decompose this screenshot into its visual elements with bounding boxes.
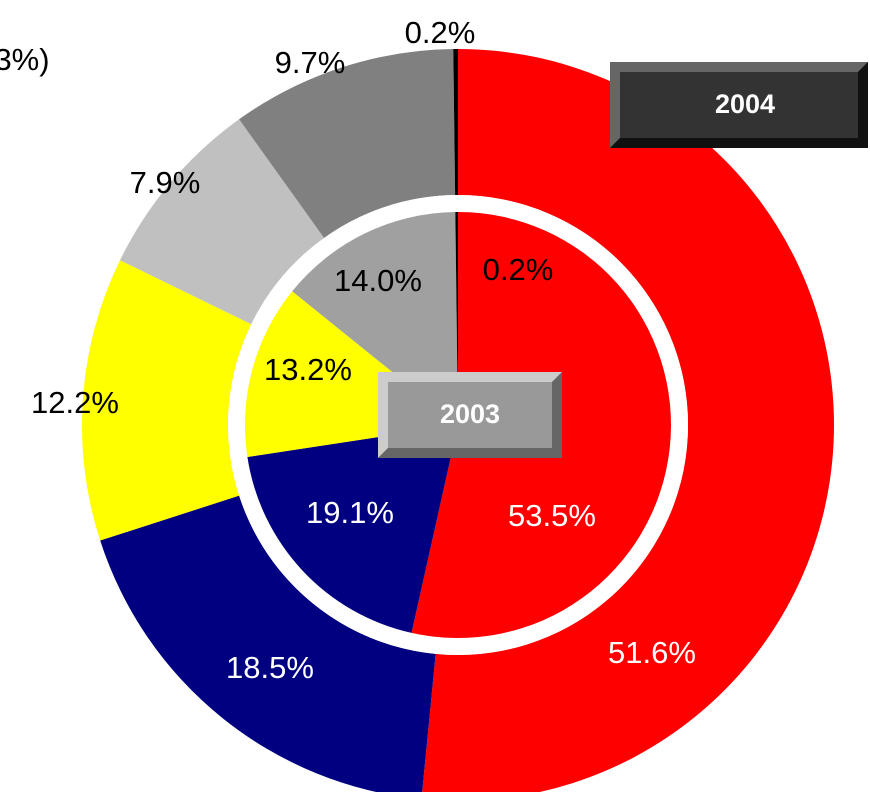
legend-label: 2003 — [440, 399, 500, 429]
data-label: 51.6% — [608, 635, 696, 670]
slice — [100, 495, 436, 792]
bevel — [610, 62, 868, 148]
data-label: 9.7% — [275, 45, 346, 80]
bevel — [610, 62, 868, 148]
slice — [239, 49, 456, 238]
data-label: 19.1% — [306, 495, 394, 530]
annotation: 3%) — [0, 42, 50, 77]
legend-2004: 2004 — [610, 62, 868, 148]
data-label: 18.5% — [226, 650, 314, 685]
data-label: 53.5% — [508, 498, 596, 533]
data-label: 13.2% — [264, 352, 352, 387]
data-label: 0.2% — [483, 252, 554, 287]
slice — [292, 212, 458, 425]
slice — [82, 260, 252, 541]
legend-box — [610, 62, 868, 148]
legend-2003: 2003 — [378, 372, 562, 458]
slice — [455, 212, 458, 425]
bevel — [378, 372, 562, 458]
data-label: 0.2% — [405, 15, 476, 50]
legend-label: 2004 — [715, 89, 775, 119]
data-label: 12.2% — [31, 385, 119, 420]
slice — [422, 49, 834, 792]
bevel — [378, 372, 562, 458]
data-label: 14.0% — [334, 263, 422, 298]
slice — [453, 49, 458, 196]
legend-box — [378, 372, 562, 458]
slice — [120, 119, 325, 325]
data-label: 7.9% — [130, 165, 201, 200]
slice — [247, 425, 458, 633]
